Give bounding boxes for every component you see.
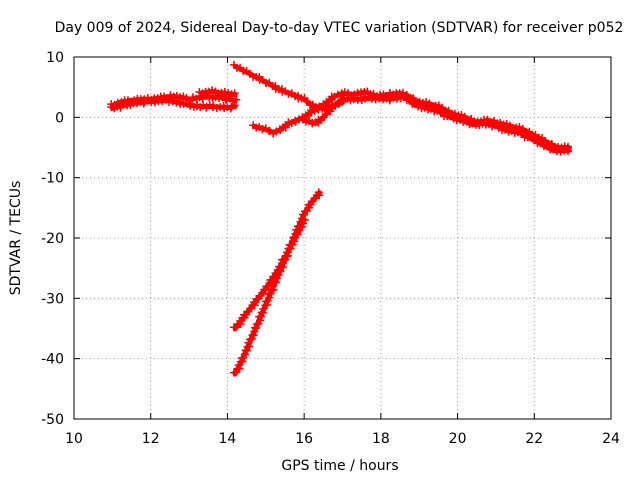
y-axis-label: SDTVAR / TECUs [8,181,24,296]
x-tick-label: 18 [372,431,390,447]
y-tick-label: -30 [41,291,64,307]
plus-markers [195,86,239,100]
y-tick-label: -20 [41,231,64,247]
plus-markers [298,92,572,156]
x-tick-label: 20 [449,431,467,447]
x-tick-label: 12 [142,431,160,447]
axis-ticks [73,56,612,420]
data-layer [107,60,572,377]
plus-markers [107,95,239,113]
y-tick-label: -10 [41,171,64,187]
x-tick-label: 22 [525,431,543,447]
series-arc-5 [229,215,309,377]
x-tick-label: 24 [602,431,620,447]
y-tick-label: -50 [41,412,64,428]
x-tick-label: 14 [219,431,237,447]
grid-lines [74,57,611,419]
x-tick-label: 16 [295,431,313,447]
series-arc-4 [229,188,324,332]
plus-markers [229,188,324,332]
x-tick-labels: 10 12 14 16 18 20 22 24 [65,431,620,447]
chart-title: Day 009 of 2024, Sidereal Day-to-day VTE… [55,20,624,36]
y-tick-label: 10 [46,50,64,66]
y-tick-labels: 10 0 -10 -20 -30 -40 -50 [41,50,64,428]
series-arc-1-upper [195,86,239,100]
series-arc-3-lower [298,92,572,156]
series-arc-1-lower [107,95,239,113]
plus-markers [229,215,309,377]
y-tick-label: -40 [41,352,64,368]
x-axis-label: GPS time / hours [281,458,398,474]
x-tick-label: 10 [65,431,83,447]
y-tick-label: 0 [55,110,64,126]
